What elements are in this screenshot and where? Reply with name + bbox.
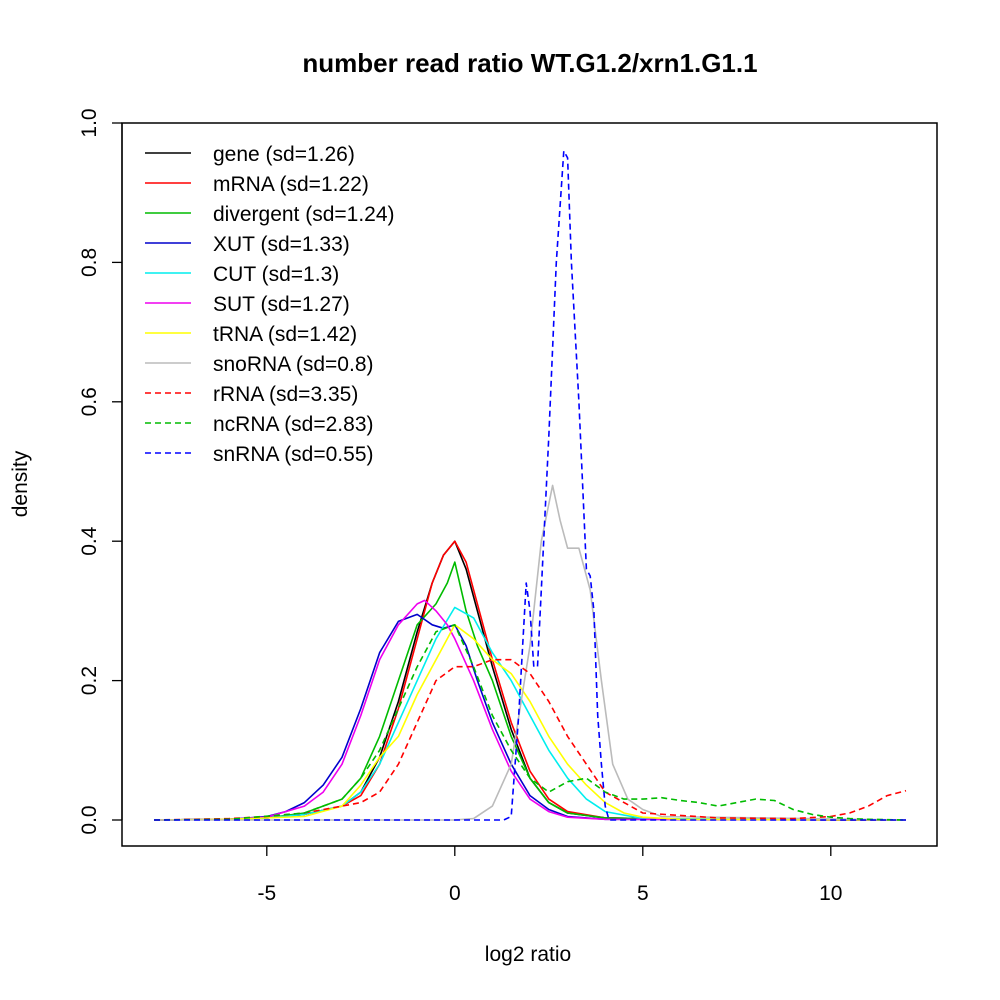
series-line — [153, 599, 907, 821]
y-tick-label: 1.0 — [78, 108, 101, 137]
x-tick-label: -5 — [257, 882, 276, 905]
legend-label: rRNA (sd=3.35) — [213, 383, 358, 406]
series-line — [153, 606, 907, 821]
legend-label: divergent (sd=1.24) — [213, 203, 395, 226]
legend-label: mRNA (sd=1.22) — [213, 173, 369, 196]
y-tick-label: 0.4 — [78, 526, 101, 556]
series-line — [153, 623, 907, 821]
legend-label: CUT (sd=1.3) — [213, 263, 339, 286]
y-axis: 0.0 0.2 0.4 0.6 0.8 1.0 — [78, 108, 123, 835]
x-axis-label: log2 ratio — [485, 943, 571, 966]
series-line — [153, 561, 907, 821]
x-tick-label: 10 — [819, 882, 842, 905]
x-tick-label: 5 — [637, 882, 649, 905]
legend-label: SUT (sd=1.27) — [213, 293, 350, 316]
legend: gene (sd=1.26) mRNA (sd=1.22) divergent (s… — [145, 143, 395, 466]
legend-label: tRNA (sd=1.42) — [213, 323, 357, 346]
legend-label: snoRNA (sd=0.8) — [213, 353, 374, 376]
legend-label: XUT (sd=1.33) — [213, 233, 350, 256]
y-tick-label: 0.8 — [78, 248, 101, 277]
legend-label: ncRNA (sd=2.83) — [213, 413, 374, 436]
series-line — [154, 484, 907, 821]
chart-title: number read ratio WT.G1.2/xrn1.G1.1 — [302, 48, 757, 78]
y-tick-label: 0.0 — [78, 805, 101, 834]
x-tick-label: 0 — [449, 882, 461, 905]
legend-label: gene (sd=1.26) — [213, 143, 355, 166]
series-line — [153, 613, 907, 821]
plot-frame — [121, 122, 938, 847]
legend-label: snRNA (sd=0.55) — [213, 443, 374, 466]
y-axis-label: density — [9, 450, 32, 517]
x-axis: -5 0 5 10 — [257, 845, 842, 905]
y-tick-label: 0.6 — [78, 387, 101, 416]
series-line — [153, 658, 907, 821]
series-line — [153, 623, 907, 821]
y-tick-label: 0.2 — [78, 666, 101, 695]
series-layer — [153, 150, 907, 821]
